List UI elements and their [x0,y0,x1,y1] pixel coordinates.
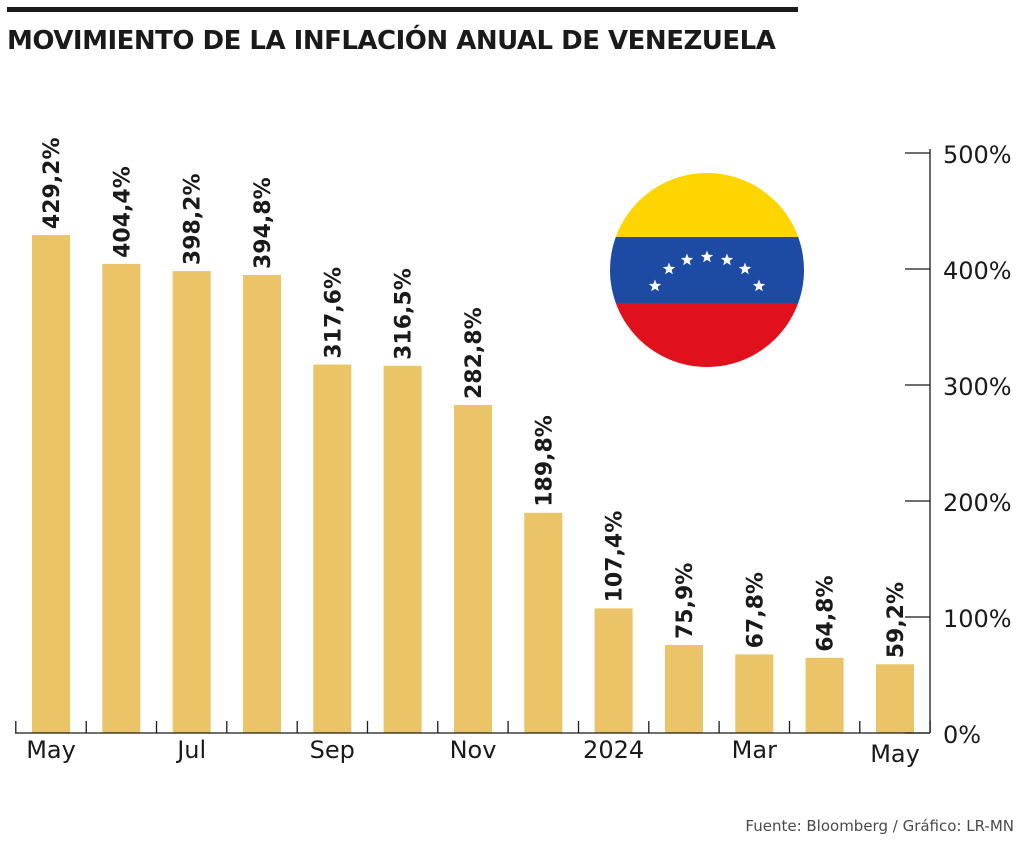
star-icon [738,262,752,275]
star-icon [662,262,676,275]
star-icon [680,253,694,266]
bar [876,664,914,733]
bar-value-label: 398,2% [181,173,206,265]
bar [594,608,633,733]
y-tick-label: 300% [943,373,1012,401]
bar-value-label: 282,8% [462,307,487,399]
bar [243,275,281,733]
bar-value-label: 404,4% [110,166,135,258]
y-tick-label: 0% [943,721,981,749]
bar [524,512,563,733]
y-tick-label: 500% [943,141,1012,169]
bar [665,645,703,733]
bar-value-label: 429,2% [40,137,65,229]
flag-yellow-stripe [610,173,804,237]
bar [735,654,774,733]
bar-value-label: 75,9% [673,563,698,639]
bar [102,263,141,733]
star-icon [720,253,734,266]
bar-value-label: 394,8% [251,177,276,269]
bar-value-label: 67,8% [743,572,768,648]
bar-value-label: 107,4% [603,511,628,603]
source-note: Fuente: Bloomberg / Gráfico: LR-MN [745,817,1014,835]
bar [313,364,352,733]
top-rule [7,7,798,12]
chart-title: MOVIMIENTO DE LA INFLACIÓN ANUAL DE VENE… [7,26,776,56]
bar-value-labels: 429,2% 404,4% 398,2% 394,8% 317,6% 316,5% 282,… [40,137,909,658]
star-icon [752,279,766,292]
bar-value-label: 64,8% [814,575,839,651]
bars [32,235,914,733]
bar-value-label: 317,6% [321,267,346,359]
x-tick-label: May [870,740,920,768]
axes: May Jul Sep Nov 2024 Mar May 0% 100% 200% 300% 400%… [15,141,1012,768]
star-icon [648,279,662,292]
bar-value-label: 189,8% [532,415,557,507]
flag-red-stripe [610,303,804,367]
venezuela-flag-icon [610,173,804,367]
flag-stars [648,250,766,292]
y-tick-label: 100% [943,605,1012,633]
bar [454,405,492,733]
star-icon [700,250,714,263]
x-tick-label: Nov [450,736,497,764]
bar [805,657,844,733]
x-tick-label: May [26,736,76,764]
bar-value-label: 316,5% [392,268,417,360]
bar [32,235,70,733]
y-tick-label: 400% [943,257,1012,285]
bar [383,365,422,733]
y-tick-label: 200% [943,489,1012,517]
bar-value-label: 59,2% [884,582,909,658]
x-tick-label: Mar [732,736,777,764]
x-tick-label: Jul [175,736,206,764]
bar [172,271,211,733]
flag-blue-stripe [610,237,804,303]
x-tick-label: 2024 [583,736,644,764]
x-tick-label: Sep [310,736,355,764]
